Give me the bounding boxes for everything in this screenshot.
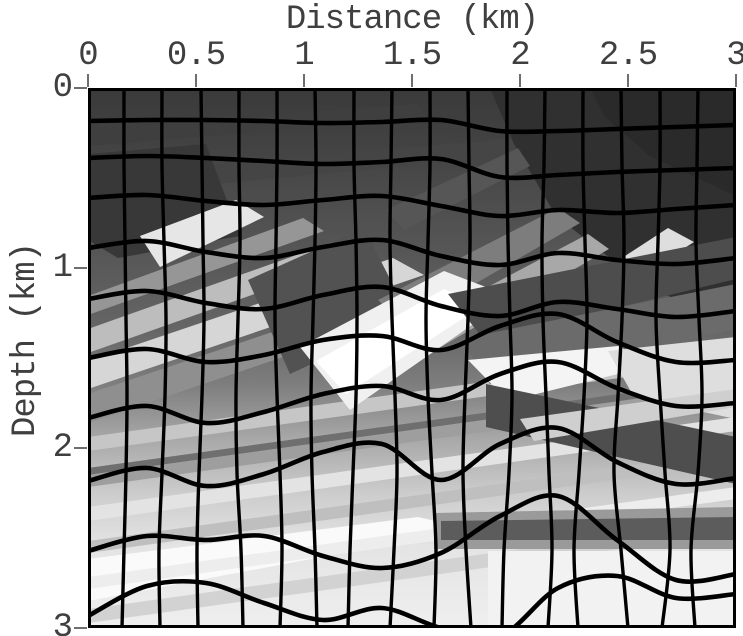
x-tick-label-2.5: 2.5: [598, 37, 658, 75]
x-tick-label-0: 0: [78, 37, 98, 75]
y-tick-label-1: 1: [52, 249, 73, 287]
y-tick-mark: [74, 627, 87, 629]
stratum: [520, 389, 736, 441]
grid-vertical-line: [195, 88, 206, 628]
x-tick-mark: [87, 74, 89, 87]
grid-horizontal-line: [88, 359, 736, 426]
grid-horizontal-line: [88, 284, 736, 320]
y-tick-mark: [74, 267, 87, 269]
x-tick-mark: [627, 74, 629, 87]
x-tick-label-0.5: 0.5: [166, 37, 226, 75]
grid-vertical-line: [309, 88, 319, 628]
stratum: [468, 346, 654, 401]
grid-vertical-line: [424, 88, 438, 628]
grid-vertical-line: [346, 88, 359, 628]
grid-vertical-line: [540, 88, 554, 628]
y-tick-label-3: 3: [52, 609, 73, 636]
grid-horizontal-line: [88, 311, 736, 366]
y-tick-mark: [74, 447, 87, 449]
strata-layers: [88, 88, 736, 628]
stratum: [441, 517, 736, 540]
y-tick-mark: [74, 87, 87, 89]
x-axis-title: Distance (km): [285, 1, 539, 39]
stratum: [88, 104, 428, 146]
grid-horizontal-line: [88, 493, 736, 584]
grid-horizontal-line: [88, 153, 736, 181]
y-tick-label-2: 2: [52, 429, 73, 467]
x-tick-label-3: 3: [726, 37, 743, 75]
grid-vertical-line: [157, 88, 168, 628]
stratum: [88, 451, 736, 553]
x-tick-label-1.5: 1.5: [382, 37, 442, 75]
stratum: [486, 384, 736, 484]
x-tick-mark: [519, 74, 521, 87]
x-tick-mark: [735, 74, 737, 87]
stratum: [248, 228, 410, 374]
deformed-grid-overlay: [88, 88, 736, 628]
x-tick-mark: [303, 74, 305, 87]
grid-horizontal-line: [88, 117, 736, 135]
grid-horizontal-line: [88, 573, 736, 628]
grid-vertical-line: [500, 88, 514, 628]
plot-frame: [88, 88, 736, 628]
grid-horizontal-line: [88, 425, 736, 489]
stratum: [386, 148, 530, 230]
grid-vertical-line: [689, 88, 704, 628]
grid-vertical-line: [461, 88, 473, 628]
x-tick-label-2: 2: [510, 37, 530, 75]
grid-horizontal-line: [88, 237, 736, 268]
grid-vertical-line: [388, 88, 399, 628]
velocity-model-plot: [88, 88, 736, 628]
x-tick-label-1: 1: [294, 37, 314, 75]
x-tick-mark: [411, 74, 413, 87]
y-tick-label-0: 0: [52, 69, 73, 107]
grid-horizontal-line: [88, 192, 736, 219]
x-tick-mark: [195, 74, 197, 87]
